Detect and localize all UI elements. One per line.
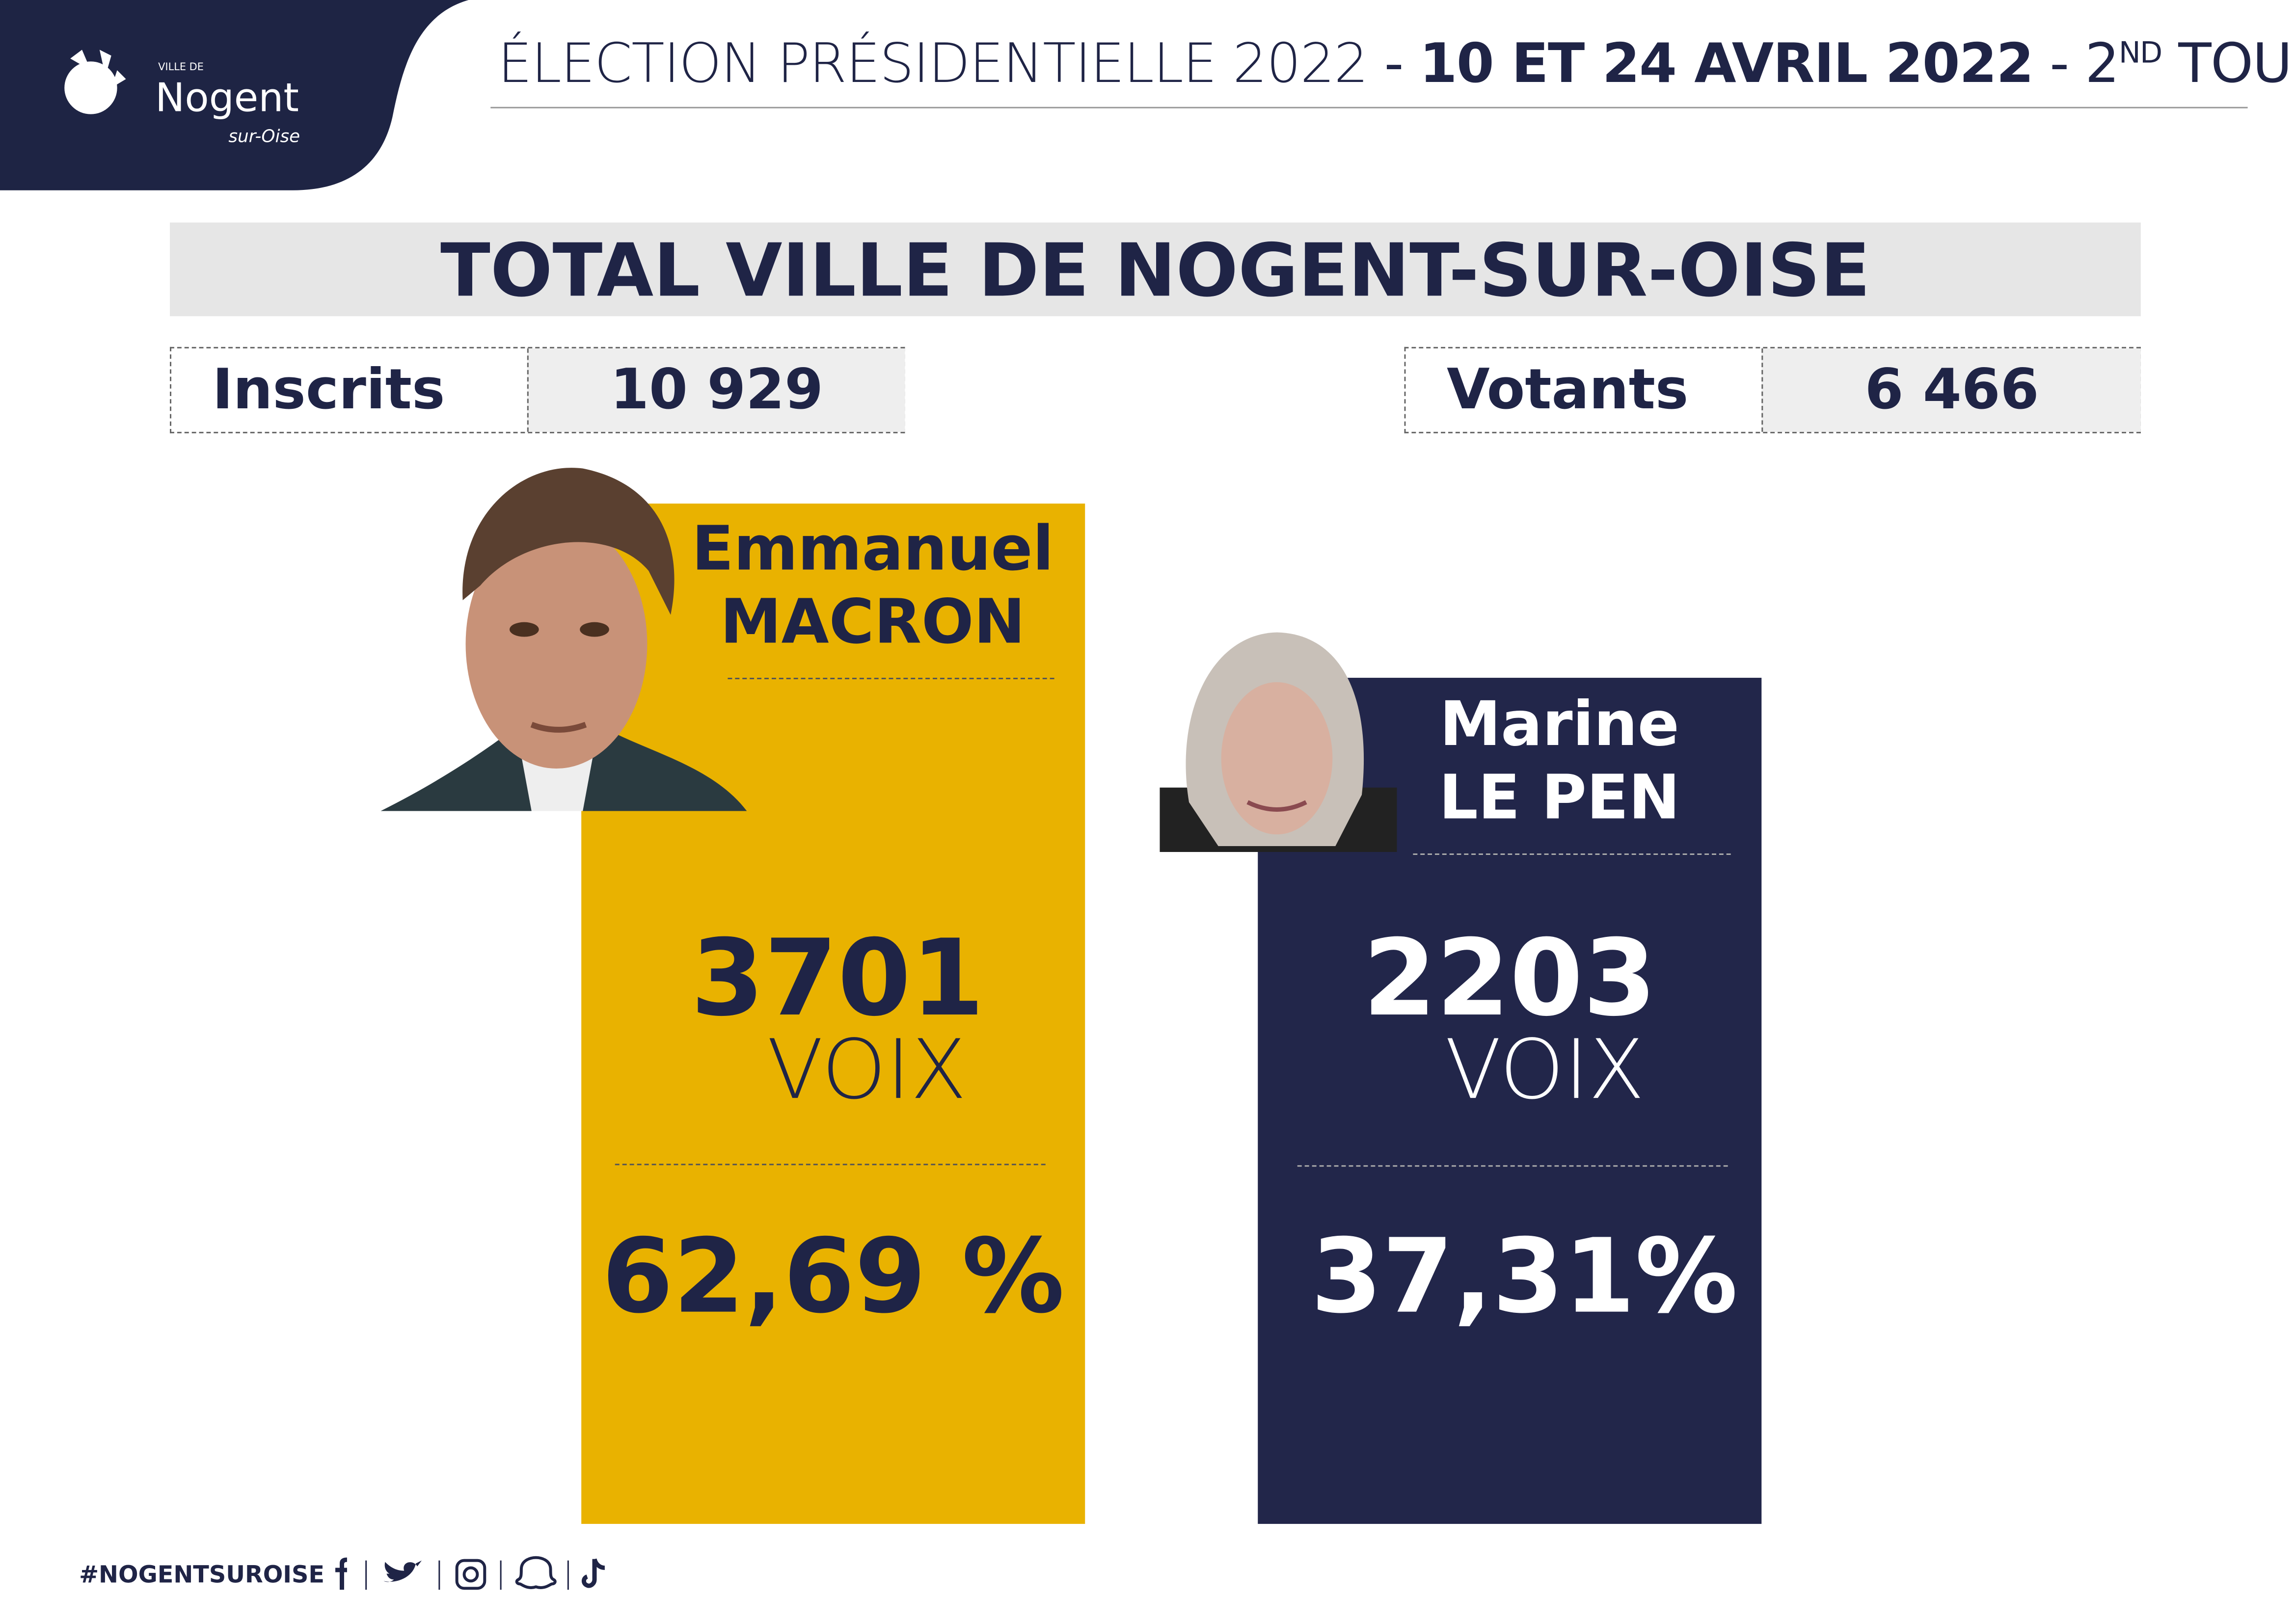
candidate-votes: 3701 xyxy=(691,916,984,1039)
candidate-votes: 2203 xyxy=(1363,916,1657,1039)
stat-box: Votants 6 466 xyxy=(1404,346,2141,433)
divider xyxy=(615,1164,1046,1166)
header-title: ÉLECTION PRÉSIDENTIELLE 2022 - 10 ET 24 … xyxy=(498,32,2296,95)
portrait xyxy=(1160,632,1397,852)
banner: TOTAL VILLE DE NOGENT-SUR-OISE xyxy=(170,222,2141,317)
stat-value: 6 466 xyxy=(1761,348,2141,432)
hashtag: #NOGENTSUROISE xyxy=(79,1560,325,1589)
divider xyxy=(1413,853,1731,855)
divider xyxy=(728,678,1054,680)
logo-name: Nogent xyxy=(155,76,299,122)
title-round: 2 xyxy=(2085,32,2119,95)
candidate-last-name: MACRON xyxy=(720,585,1026,658)
candidate-percent: 62,69 % xyxy=(602,1216,1065,1337)
candidate-unit: VOIX xyxy=(767,1023,967,1118)
stat-value: 10 929 xyxy=(527,348,905,432)
title-sep: - xyxy=(1384,32,1404,95)
stat-box: Inscrits 10 929 xyxy=(170,346,905,433)
divider xyxy=(1297,1165,1728,1167)
stat-label: Votants xyxy=(1446,357,1689,422)
candidate-unit: VOIX xyxy=(1445,1023,1645,1118)
title-round-word: TOUR xyxy=(2178,32,2296,95)
title-dates: 10 ET 24 AVRIL 2022 xyxy=(1419,32,2034,95)
candidate-last-name: LE PEN xyxy=(1439,761,1680,833)
header-rule xyxy=(490,106,2248,108)
logo-sub: sur-Oise xyxy=(228,126,300,147)
candidate-panel xyxy=(581,504,1085,1524)
candidate-first-name: Emmanuel xyxy=(691,512,1054,585)
title-round-sup: ND xyxy=(2118,34,2162,70)
title-sep: - xyxy=(2050,32,2069,95)
candidate-first-name: Marine xyxy=(1439,688,1679,760)
logo-small: VILLE DE xyxy=(158,61,204,74)
candidate-percent: 37,31% xyxy=(1311,1216,1738,1337)
title-part: ÉLECTION PRÉSIDENTIELLE 2022 xyxy=(498,32,1368,95)
stat-label: Inscrits xyxy=(212,357,445,422)
header-shape xyxy=(0,0,469,190)
portrait xyxy=(380,468,747,811)
social-icons xyxy=(335,1556,605,1590)
